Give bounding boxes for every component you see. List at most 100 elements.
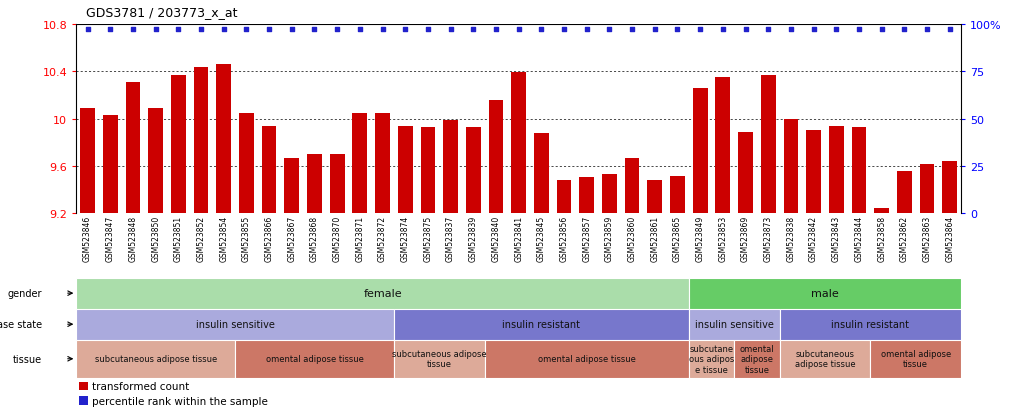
- Text: insulin resistant: insulin resistant: [502, 319, 581, 330]
- Text: GSM523846: GSM523846: [83, 215, 93, 261]
- Bar: [80, 109, 95, 214]
- Bar: [126, 83, 140, 214]
- Point: [147, 26, 164, 33]
- Text: GSM523842: GSM523842: [810, 215, 818, 261]
- Point: [533, 26, 549, 33]
- Text: GSM523868: GSM523868: [310, 215, 319, 261]
- Text: disease state: disease state: [0, 319, 43, 330]
- Text: subcutane
ous adipos
e tissue: subcutane ous adipos e tissue: [689, 344, 734, 374]
- Point: [102, 26, 118, 33]
- Bar: [851, 128, 866, 214]
- Point: [828, 26, 844, 33]
- Point: [511, 26, 527, 33]
- Bar: [512, 73, 526, 214]
- Text: GSM523862: GSM523862: [900, 215, 909, 261]
- Bar: [806, 131, 821, 214]
- Point: [874, 26, 890, 33]
- Bar: [261, 126, 277, 214]
- Bar: [780, 340, 871, 378]
- Bar: [689, 278, 961, 309]
- Bar: [217, 65, 231, 214]
- Point: [601, 26, 617, 33]
- Bar: [734, 340, 780, 378]
- Point: [330, 26, 346, 33]
- Bar: [556, 181, 572, 214]
- Text: female: female: [363, 288, 402, 299]
- Text: GSM523872: GSM523872: [378, 215, 387, 261]
- Text: GSM523858: GSM523858: [877, 215, 886, 261]
- Bar: [485, 340, 689, 378]
- Text: omental adipose tissue: omental adipose tissue: [538, 354, 636, 363]
- Text: GSM523837: GSM523837: [446, 215, 456, 261]
- Bar: [780, 309, 961, 340]
- Bar: [103, 116, 118, 214]
- Bar: [148, 109, 163, 214]
- Text: GSM523861: GSM523861: [650, 215, 659, 261]
- Bar: [602, 175, 616, 214]
- Point: [442, 26, 459, 33]
- Point: [556, 26, 573, 33]
- Bar: [330, 155, 345, 214]
- Text: GSM523854: GSM523854: [220, 215, 228, 261]
- Bar: [394, 340, 485, 378]
- Bar: [239, 114, 254, 214]
- Bar: [738, 132, 753, 214]
- Bar: [689, 309, 780, 340]
- Bar: [761, 76, 776, 214]
- Point: [352, 26, 368, 33]
- Point: [193, 26, 210, 33]
- Bar: [897, 171, 911, 214]
- Text: GSM523865: GSM523865: [673, 215, 682, 261]
- Bar: [670, 176, 684, 214]
- Bar: [580, 177, 594, 214]
- Point: [919, 26, 936, 33]
- Text: gender: gender: [8, 288, 43, 299]
- Text: GSM523844: GSM523844: [854, 215, 863, 261]
- Text: insulin sensitive: insulin sensitive: [195, 319, 275, 330]
- Text: GSM523849: GSM523849: [696, 215, 705, 261]
- Text: subcutaneous adipose
tissue: subcutaneous adipose tissue: [392, 349, 486, 368]
- Point: [715, 26, 731, 33]
- Bar: [76, 278, 689, 309]
- Text: GSM523839: GSM523839: [469, 215, 478, 261]
- Point: [170, 26, 186, 33]
- Bar: [375, 114, 390, 214]
- Point: [624, 26, 641, 33]
- Text: GSM523863: GSM523863: [922, 215, 932, 261]
- Bar: [624, 158, 640, 214]
- Point: [896, 26, 912, 33]
- Point: [488, 26, 504, 33]
- Bar: [285, 158, 299, 214]
- Bar: [648, 181, 662, 214]
- Text: GSM523871: GSM523871: [355, 215, 364, 261]
- Bar: [171, 76, 186, 214]
- Text: GSM523840: GSM523840: [491, 215, 500, 261]
- Text: GSM523843: GSM523843: [832, 215, 841, 261]
- Bar: [353, 114, 367, 214]
- Text: omental adipose
tissue: omental adipose tissue: [881, 349, 951, 368]
- Point: [692, 26, 708, 33]
- Bar: [76, 340, 235, 378]
- Bar: [235, 340, 394, 378]
- Point: [284, 26, 300, 33]
- Text: omental adipose tissue: omental adipose tissue: [265, 354, 363, 363]
- Bar: [488, 100, 503, 214]
- Text: tissue: tissue: [13, 354, 43, 364]
- Text: male: male: [812, 288, 839, 299]
- Text: subcutaneous
adipose tissue: subcutaneous adipose tissue: [794, 349, 855, 368]
- Bar: [689, 340, 734, 378]
- Text: GSM523838: GSM523838: [786, 215, 795, 261]
- Text: GSM523867: GSM523867: [287, 215, 296, 261]
- Point: [737, 26, 754, 33]
- Text: percentile rank within the sample: percentile rank within the sample: [93, 396, 268, 406]
- Bar: [875, 208, 889, 214]
- Point: [374, 26, 391, 33]
- Text: GSM523857: GSM523857: [582, 215, 591, 261]
- Point: [805, 26, 822, 33]
- Bar: [466, 128, 481, 214]
- Text: insulin resistant: insulin resistant: [831, 319, 909, 330]
- Point: [579, 26, 595, 33]
- Text: insulin sensitive: insulin sensitive: [695, 319, 774, 330]
- Text: GSM523870: GSM523870: [333, 215, 342, 261]
- Text: GSM523875: GSM523875: [423, 215, 432, 261]
